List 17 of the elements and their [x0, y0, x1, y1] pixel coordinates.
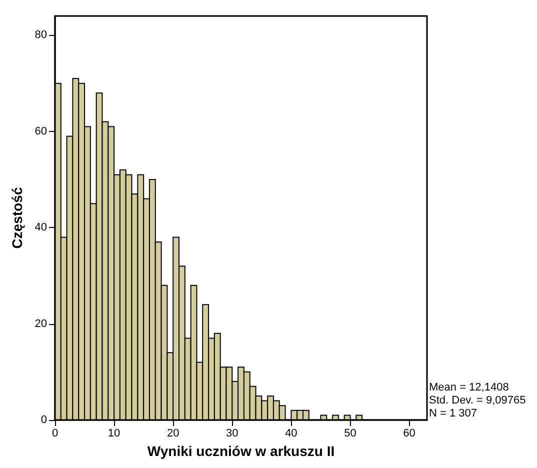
x-axis-title: Wyniki uczniów w arkuszu II — [147, 442, 335, 459]
x-tick-label: 0 — [52, 428, 58, 440]
text: Std. Dev. = 9,09765 — [429, 394, 526, 406]
x-tick-label: 60 — [403, 428, 416, 440]
y-tick-label: 80 — [34, 29, 47, 42]
text: N = 1 307 — [429, 408, 478, 420]
x-tick-label: 50 — [344, 428, 356, 440]
x-tick-label: 20 — [166, 428, 180, 440]
y-axis-title: Częstość — [8, 187, 25, 249]
x-tick-label: 30 — [226, 428, 238, 440]
y-tick-label: 40 — [34, 222, 47, 234]
x-tick-label: 10 — [108, 428, 120, 440]
y-tick-label: 20 — [34, 318, 47, 330]
y-tick-label: 60 — [34, 125, 47, 138]
y-tick-label: 0 — [40, 414, 47, 426]
text: Mean = 12,1408 — [429, 382, 509, 394]
x-tick-label: 40 — [285, 428, 298, 440]
